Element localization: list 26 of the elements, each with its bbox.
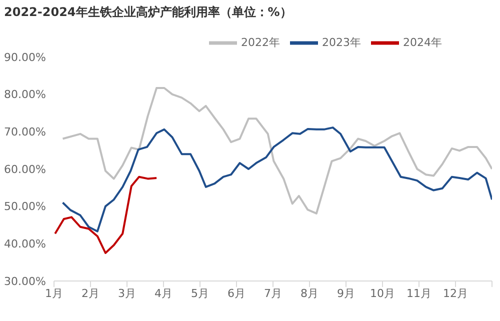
y-tick-label: 60.00% (4, 162, 46, 176)
x-tick-label: 1月 (45, 286, 63, 300)
x-tick-label: 7月 (264, 286, 282, 300)
x-tick-label: 8月 (300, 286, 318, 300)
chart-title: 2022-2024年生铁企业高炉产能利用率（单位：%） (4, 4, 292, 21)
x-tick-label: 11月 (406, 286, 432, 300)
line-series (62, 86, 492, 214)
x-tick-label: 3月 (118, 286, 136, 300)
x-tick-label: 2月 (82, 286, 100, 300)
y-tick-label: 90.00% (4, 50, 46, 64)
x-tick-label: 12月 (443, 286, 468, 300)
y-tick-label: 40.00% (4, 238, 46, 251)
y-tick-label: 50.00% (4, 200, 46, 214)
x-tick-label: 5月 (191, 286, 209, 300)
x-tick-label: 6月 (228, 286, 246, 300)
y-tick-label: 30.00% (4, 274, 46, 288)
y-tick-label: 80.00% (4, 88, 46, 102)
x-tick-label: 10月 (370, 286, 395, 300)
line-series (54, 176, 158, 254)
legend-label: 2022年 (241, 36, 280, 50)
y-tick-label: 70.00% (4, 126, 46, 139)
x-tick-label: 4月 (154, 286, 172, 300)
x-tick-label: 9月 (337, 286, 355, 300)
line-series (62, 126, 492, 232)
legend-label: 2023年 (322, 36, 361, 50)
legend-label: 2024年 (403, 36, 442, 50)
